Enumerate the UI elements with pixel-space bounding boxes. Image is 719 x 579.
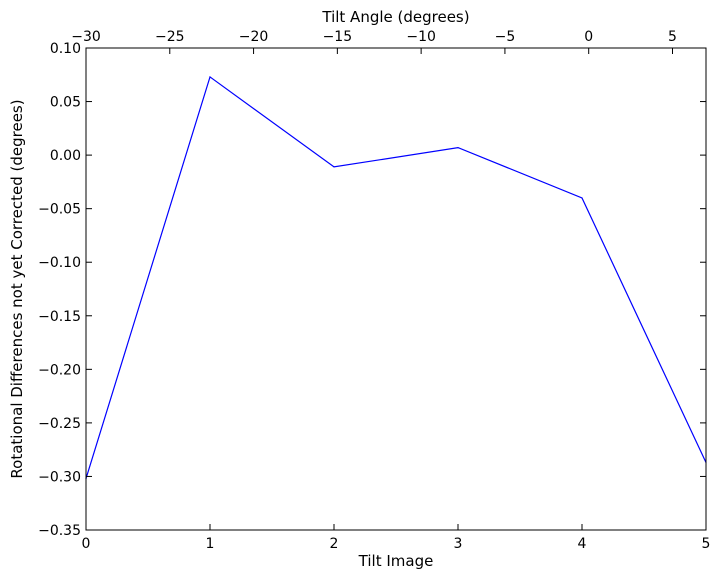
x-tick-label: 4 [578, 536, 587, 552]
top-x-tick-label: −5 [495, 29, 516, 45]
top-x-tick-label: 0 [584, 29, 593, 45]
tick-layer: 0 1 2 3 4 5 −30 −25 −20 −15 −10 −5 0 5 0.10 0.05 0.00 −0.… [38, 29, 710, 552]
top-x-tick-label: 5 [668, 29, 677, 45]
plot-frame [85, 47, 707, 531]
y-tick-label: −0.30 [38, 469, 81, 485]
y-axis-title: Rotational Differences not yet Corrected… [8, 99, 26, 478]
x-tick-label: 1 [206, 536, 215, 552]
x-axis-title: Tilt Image [358, 552, 434, 570]
data-point [209, 76, 211, 78]
x-tick-label: 5 [702, 536, 711, 552]
y-tick-label: 0.05 [50, 95, 81, 111]
plot-background [86, 48, 706, 530]
y-tick-label: −0.25 [38, 416, 81, 432]
top-x-tick-label: −30 [71, 29, 101, 45]
x-tick-label: 0 [82, 536, 91, 552]
x-tick-label: 2 [330, 536, 339, 552]
top-x-axis-title: Tilt Angle (degrees) [321, 8, 469, 26]
data-point [457, 147, 459, 149]
y-tick-label: −0.15 [38, 309, 81, 325]
series-line [85, 75, 707, 479]
top-x-tick-label: −25 [155, 29, 185, 45]
y-tick-label: −0.10 [38, 255, 81, 271]
top-x-tick-label: −10 [406, 29, 436, 45]
y-tick-label: −0.05 [38, 202, 81, 218]
x-tick-label: 3 [454, 536, 463, 552]
y-tick-label: −0.35 [38, 523, 81, 539]
data-point [333, 166, 335, 168]
top-x-tick-label: −20 [239, 29, 269, 45]
y-tick-label: 0.10 [50, 41, 81, 57]
top-x-tick-label: −15 [323, 29, 353, 45]
data-point [581, 197, 583, 199]
y-tick-label: −0.20 [38, 362, 81, 378]
y-tick-label: 0.00 [50, 148, 81, 164]
